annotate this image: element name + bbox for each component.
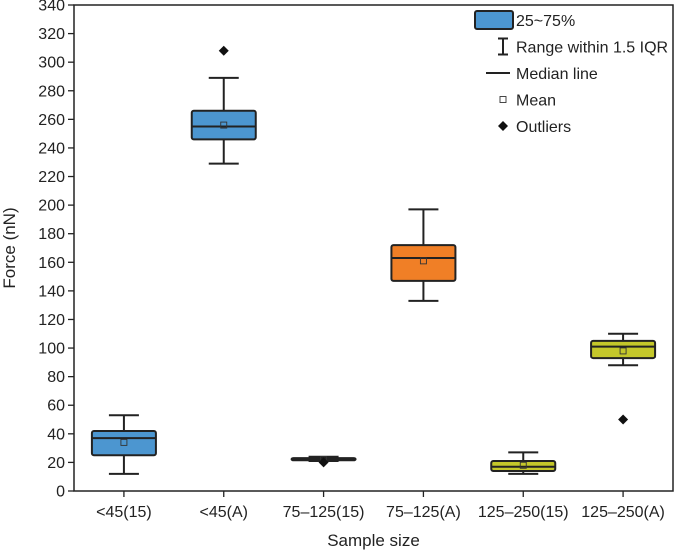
y-tick-label: 180 [38, 226, 65, 243]
iqr-box [390, 244, 457, 282]
y-tick-label: 120 [38, 312, 65, 329]
y-tick-label: 240 [38, 140, 65, 157]
x-tick-label: <45(A) [200, 504, 248, 521]
plot-frame [73, 4, 674, 492]
mean-marker [120, 438, 128, 446]
y-tick-label: 220 [38, 169, 65, 186]
legend-box-swatch [474, 10, 514, 30]
legend-item: Median line [486, 66, 598, 83]
legend-item: Mean [499, 93, 556, 110]
box-group [190, 45, 257, 165]
y-tick-label: 300 [38, 55, 65, 72]
box-group [390, 208, 457, 302]
y-tick-label: 20 [47, 455, 65, 472]
box-group [90, 414, 157, 475]
legend-mean-swatch [499, 96, 507, 103]
mean-marker [619, 347, 627, 355]
legend: 25~75% Range within 1.5 IQR Median line Mea… [474, 10, 668, 136]
y-tick-label: 140 [38, 283, 65, 300]
outlier-marker [618, 414, 629, 425]
outlier-marker [318, 457, 329, 468]
legend-item: Range within 1.5 IQR [498, 37, 668, 57]
y-tick-label: 160 [38, 255, 65, 272]
mean-marker [419, 257, 427, 265]
mean-marker [519, 461, 527, 469]
x-axis-ticks: <45(15) <45(A) 75–125(15) 75–125(A) 125–250(… [96, 491, 665, 521]
box-series [90, 45, 657, 475]
x-tick-label: 75–125(A) [386, 504, 461, 521]
iqr-box [90, 429, 157, 457]
legend-label: 25~75% [516, 13, 575, 30]
x-tick-label: <45(15) [96, 504, 152, 521]
x-tick-label: 75–125(15) [283, 504, 365, 521]
y-tick-label: 280 [38, 83, 65, 100]
iqr-box [190, 109, 257, 141]
y-tick-label: 100 [38, 341, 65, 358]
y-tick-label: 200 [38, 198, 65, 215]
y-tick-label: 60 [47, 398, 65, 415]
outlier-marker [218, 45, 229, 56]
legend-label: Outliers [516, 119, 571, 136]
legend-item: 25~75% [474, 10, 575, 30]
iqr-box [590, 339, 657, 360]
y-tick-label: 0 [56, 484, 65, 501]
x-axis-title: Sample size [327, 531, 420, 550]
box-group [490, 451, 557, 475]
legend-label: Median line [516, 66, 598, 83]
legend-item: Outliers [498, 119, 571, 136]
y-tick-label: 320 [38, 26, 65, 43]
legend-label: Range within 1.5 IQR [516, 40, 668, 57]
legend-label: Mean [516, 93, 556, 110]
box-group [590, 332, 657, 425]
y-axis-ticks: 0 20 40 60 80 100 120 140 160 180 200 220 240 260 280 3… [38, 0, 74, 501]
y-tick-label: 340 [38, 0, 65, 15]
y-axis-title: Force (nN) [0, 207, 19, 288]
y-tick-label: 80 [47, 369, 65, 386]
legend-outlier-swatch [498, 121, 508, 131]
x-tick-label: 125–250(15) [478, 504, 569, 521]
y-tick-label: 260 [38, 112, 65, 129]
box-group [290, 455, 357, 468]
x-tick-label: 125–250(A) [581, 504, 665, 521]
mean-marker [220, 121, 228, 129]
y-tick-label: 40 [47, 426, 65, 443]
